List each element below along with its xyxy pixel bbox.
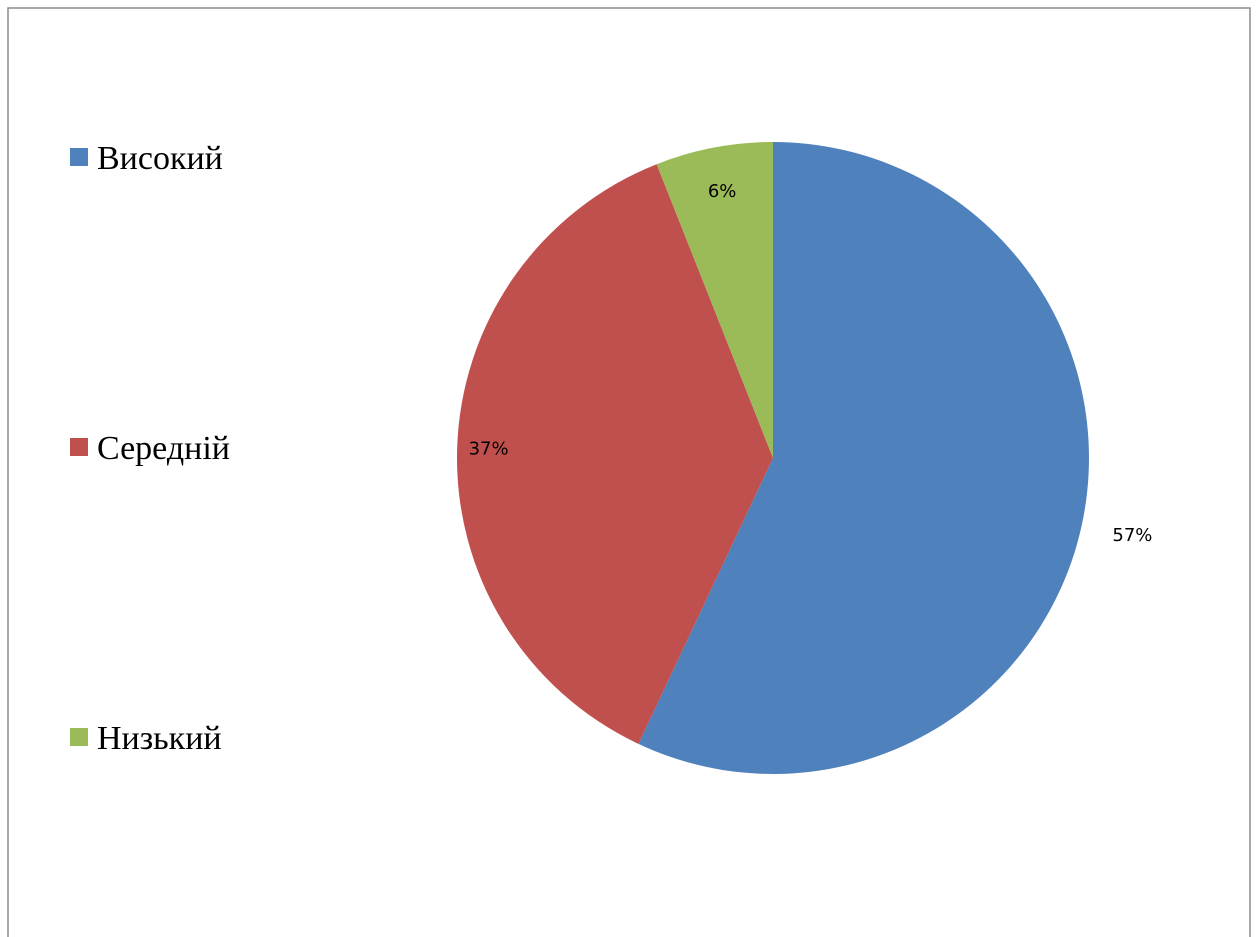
data-label-2: 37% xyxy=(469,438,509,459)
data-labels: 57% 37% 6% xyxy=(469,181,1153,546)
legend-swatch-3 xyxy=(70,728,88,746)
legend-label-1: Високий xyxy=(97,140,223,177)
chart-border xyxy=(7,7,1251,937)
legend: Високий Середній Низький xyxy=(70,140,230,757)
pie-slices xyxy=(456,142,1089,774)
legend-swatch-2 xyxy=(70,438,88,456)
data-label-1: 57% xyxy=(1112,525,1152,546)
data-label-3: 6% xyxy=(708,181,737,202)
pie-slice-1 xyxy=(638,142,1089,774)
pie-slice-3 xyxy=(656,142,773,458)
legend-label-3: Низький xyxy=(97,720,222,757)
legend-label-2: Середній xyxy=(97,430,230,467)
legend-swatch-1 xyxy=(70,148,88,166)
pie-slice-2 xyxy=(456,164,773,744)
